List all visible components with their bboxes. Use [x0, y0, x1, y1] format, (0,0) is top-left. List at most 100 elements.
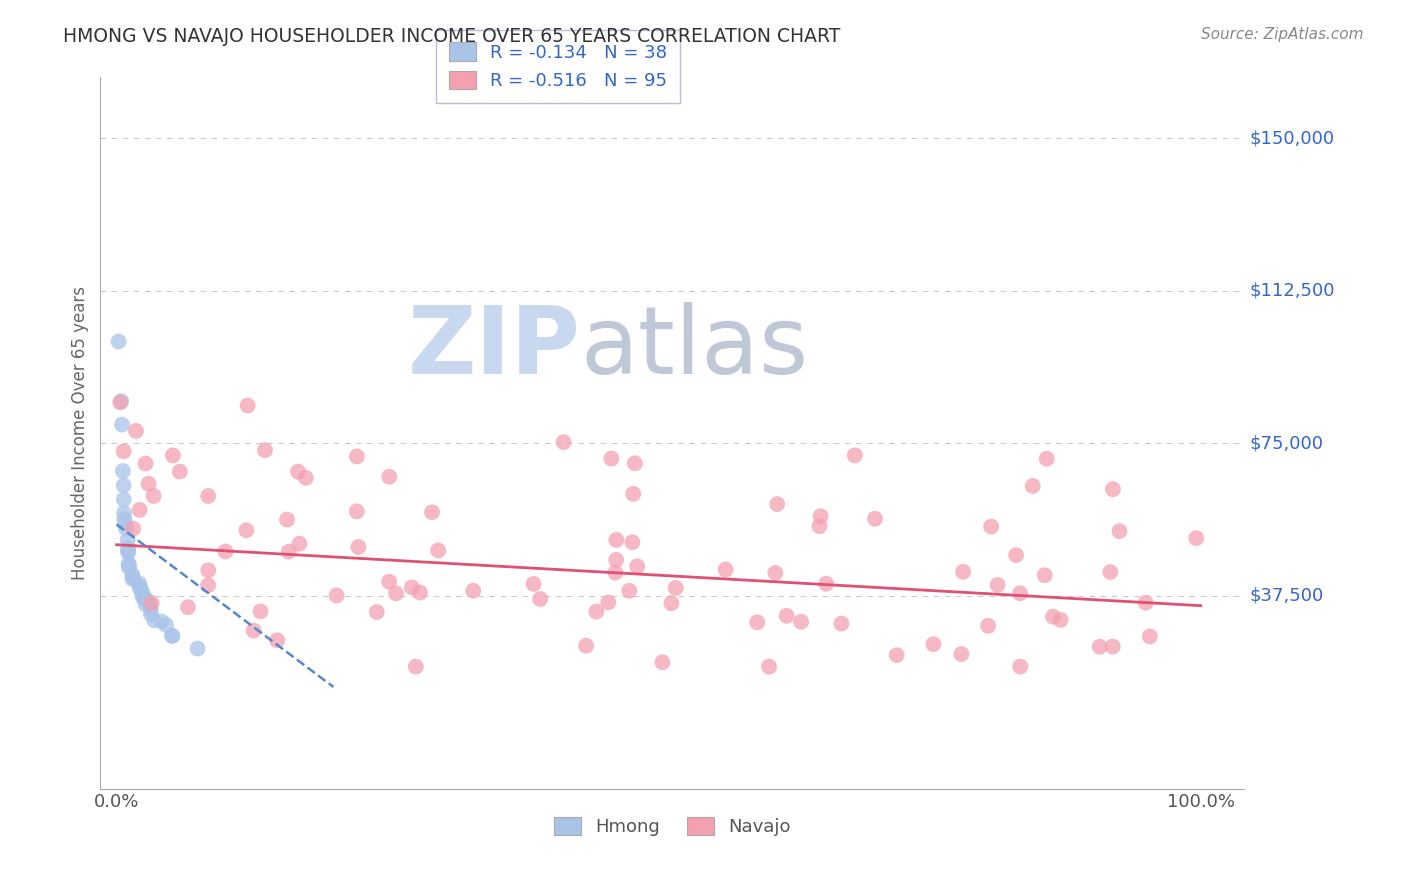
Point — [766, 497, 789, 511]
Point — [427, 543, 450, 558]
Point — [1102, 482, 1125, 496]
Point — [621, 487, 644, 501]
Point — [605, 553, 627, 567]
Point — [160, 629, 183, 643]
Point — [276, 513, 298, 527]
Point — [117, 533, 139, 547]
Point — [249, 604, 271, 618]
Point — [661, 596, 683, 610]
Point — [132, 589, 155, 603]
Point — [128, 582, 150, 596]
Point — [135, 597, 157, 611]
Point — [553, 435, 575, 450]
Point — [117, 557, 139, 571]
Point — [366, 605, 388, 619]
Point — [922, 637, 945, 651]
Point — [1010, 659, 1032, 673]
Point — [1033, 568, 1056, 582]
Point — [141, 596, 163, 610]
Point — [378, 469, 401, 483]
Point — [347, 540, 370, 554]
Point — [138, 597, 160, 611]
Point — [385, 586, 408, 600]
Point — [197, 489, 219, 503]
Point — [815, 576, 838, 591]
Point — [121, 567, 143, 582]
Point — [409, 585, 432, 599]
Point — [266, 633, 288, 648]
Point — [621, 535, 644, 549]
Point — [110, 395, 132, 409]
Point — [598, 595, 620, 609]
Point — [1010, 586, 1032, 600]
Point — [378, 574, 401, 589]
Text: HMONG VS NAVAJO HOUSEHOLDER INCOME OVER 65 YEARS CORRELATION CHART: HMONG VS NAVAJO HOUSEHOLDER INCOME OVER … — [63, 27, 841, 45]
Point — [523, 577, 546, 591]
Point — [142, 489, 165, 503]
Point — [162, 448, 184, 462]
Point — [107, 334, 129, 349]
Point — [651, 655, 673, 669]
Point — [122, 522, 145, 536]
Point — [1185, 531, 1208, 545]
Point — [1005, 548, 1028, 562]
Point — [214, 544, 236, 558]
Point — [585, 605, 607, 619]
Point — [1135, 596, 1157, 610]
Point — [790, 615, 813, 629]
Point — [128, 576, 150, 591]
Point — [863, 512, 886, 526]
Point — [1101, 640, 1123, 654]
Point — [1108, 524, 1130, 539]
Point — [1042, 609, 1064, 624]
Point — [886, 648, 908, 663]
Point — [420, 505, 443, 519]
Point — [277, 544, 299, 558]
Point — [118, 558, 141, 573]
Point — [1049, 613, 1071, 627]
Point — [952, 565, 974, 579]
Point — [111, 417, 134, 432]
Point — [287, 465, 309, 479]
Point — [118, 560, 141, 574]
Point — [980, 519, 1002, 533]
Point — [169, 465, 191, 479]
Point — [112, 492, 135, 507]
Point — [125, 424, 148, 438]
Text: $112,500: $112,500 — [1250, 282, 1336, 300]
Point — [187, 641, 209, 656]
Text: atlas: atlas — [581, 301, 808, 393]
Point — [605, 533, 627, 547]
Point — [295, 471, 318, 485]
Legend: Hmong, Navajo: Hmong, Navajo — [547, 810, 799, 844]
Point — [112, 512, 135, 526]
Point — [139, 607, 162, 622]
Text: Source: ZipAtlas.com: Source: ZipAtlas.com — [1201, 27, 1364, 42]
Point — [758, 659, 780, 673]
Point — [619, 583, 641, 598]
Point — [626, 559, 648, 574]
Point — [235, 523, 257, 537]
Point — [236, 399, 259, 413]
Text: $37,500: $37,500 — [1250, 587, 1324, 605]
Point — [197, 563, 219, 577]
Point — [844, 448, 866, 462]
Point — [111, 464, 134, 478]
Point — [624, 456, 647, 470]
Point — [128, 579, 150, 593]
Point — [117, 544, 139, 558]
Point — [529, 591, 551, 606]
Point — [810, 509, 832, 524]
Point — [112, 478, 135, 492]
Point — [950, 647, 973, 661]
Point — [128, 503, 150, 517]
Point — [830, 616, 852, 631]
Point — [325, 588, 347, 602]
Point — [150, 615, 173, 629]
Point — [1099, 565, 1122, 579]
Point — [162, 629, 184, 643]
Point — [110, 394, 132, 409]
Point — [401, 580, 423, 594]
Point — [138, 476, 160, 491]
Point — [977, 619, 1000, 633]
